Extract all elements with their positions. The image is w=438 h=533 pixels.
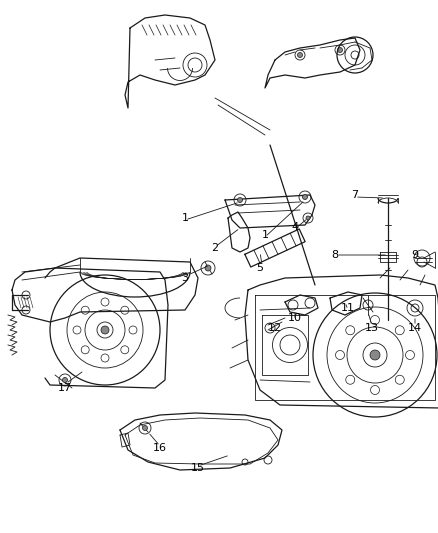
Circle shape bbox=[205, 265, 211, 271]
Circle shape bbox=[297, 52, 303, 58]
Circle shape bbox=[63, 377, 67, 383]
Text: 9: 9 bbox=[411, 250, 419, 260]
Circle shape bbox=[306, 216, 310, 220]
Text: 12: 12 bbox=[268, 323, 282, 333]
Circle shape bbox=[303, 195, 307, 199]
Circle shape bbox=[142, 425, 148, 431]
Text: 3: 3 bbox=[181, 273, 188, 283]
Text: 11: 11 bbox=[341, 303, 355, 313]
Circle shape bbox=[237, 198, 243, 203]
Text: 1: 1 bbox=[261, 230, 268, 240]
Text: 5: 5 bbox=[257, 263, 264, 273]
Text: 17: 17 bbox=[58, 383, 72, 393]
Text: 10: 10 bbox=[288, 313, 302, 323]
Circle shape bbox=[101, 326, 109, 334]
Text: 16: 16 bbox=[153, 443, 167, 453]
Text: 1: 1 bbox=[181, 213, 188, 223]
Text: 15: 15 bbox=[191, 463, 205, 473]
Text: 7: 7 bbox=[351, 190, 359, 200]
Text: 2: 2 bbox=[212, 243, 219, 253]
Text: 8: 8 bbox=[332, 250, 339, 260]
Text: 14: 14 bbox=[408, 323, 422, 333]
Circle shape bbox=[370, 350, 380, 360]
Text: 13: 13 bbox=[365, 323, 379, 333]
Text: 4: 4 bbox=[291, 222, 299, 232]
Circle shape bbox=[338, 47, 343, 52]
